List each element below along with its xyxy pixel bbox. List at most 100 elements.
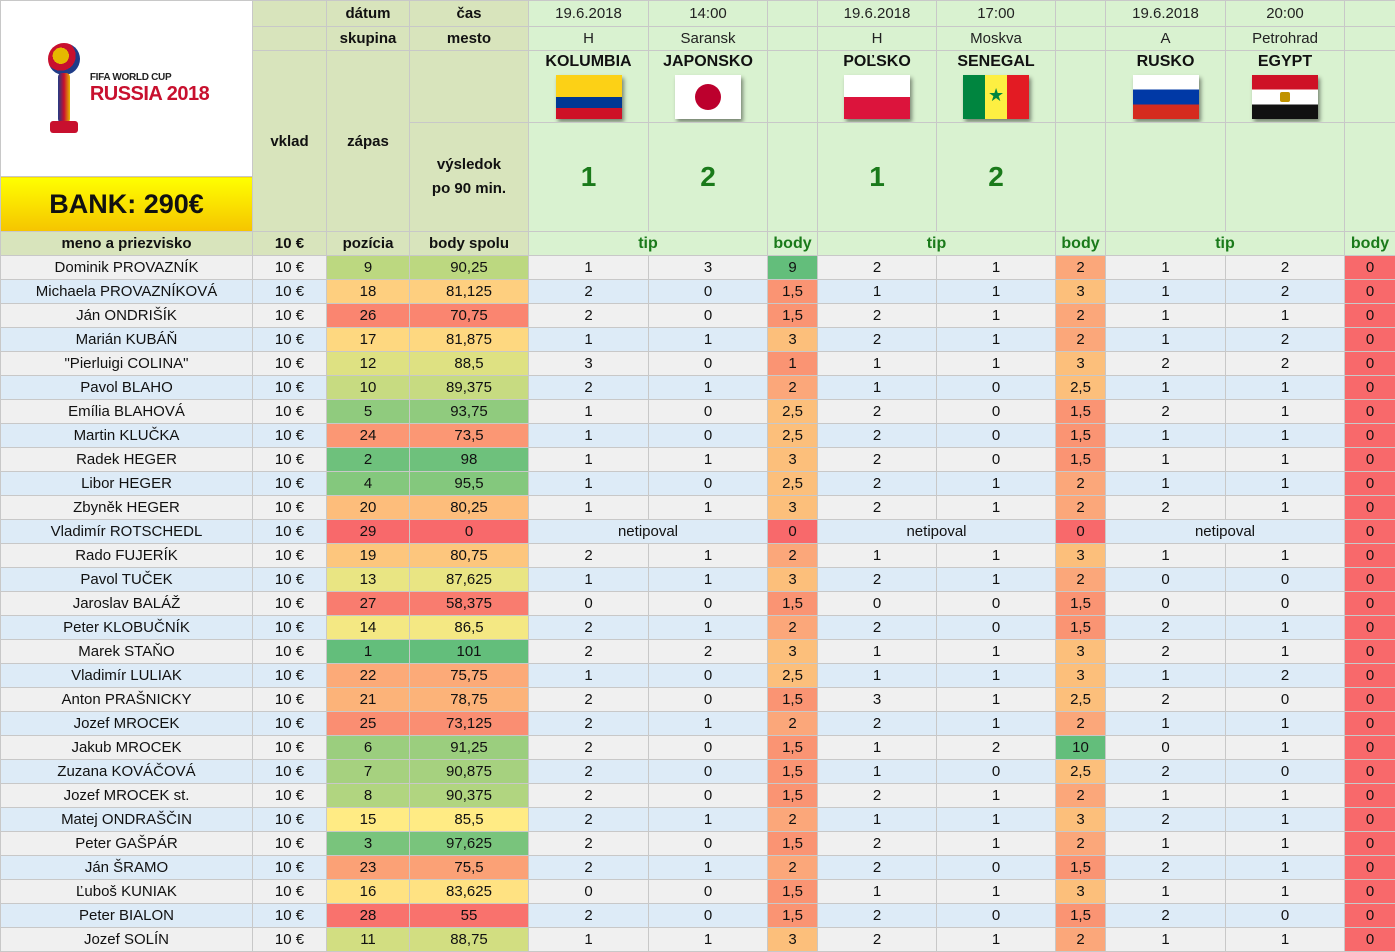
japan-flag-icon xyxy=(675,75,741,119)
tip-away: 1 xyxy=(1226,616,1345,640)
tip-away: 0 xyxy=(937,424,1056,448)
match3-home-score xyxy=(1106,123,1226,232)
match-points: 0 xyxy=(1345,400,1395,424)
world-cup-logo: FIFA WORLD CUP RUSSIA 2018 xyxy=(1,1,253,177)
poland-flag-icon xyxy=(844,75,910,119)
tip-home: 2 xyxy=(818,904,937,928)
match-points: 0 xyxy=(1345,904,1395,928)
match2-time: 17:00 xyxy=(937,1,1056,27)
match2-group: H xyxy=(818,27,937,51)
match1-home-team: KOLUMBIA xyxy=(529,51,649,123)
match-points: 0 xyxy=(1345,784,1395,808)
match-points: 0 xyxy=(1345,568,1395,592)
tip-away: 1 xyxy=(649,856,768,880)
match-points: 1,5 xyxy=(1056,424,1106,448)
tip-away: 1 xyxy=(1226,400,1345,424)
tip-away: 0 xyxy=(1226,592,1345,616)
tip-home: 2 xyxy=(529,736,649,760)
player-total: 83,625 xyxy=(410,880,529,904)
tip-home: 2 xyxy=(818,424,937,448)
tip-home: 2 xyxy=(818,304,937,328)
tip-away: 1 xyxy=(649,328,768,352)
match-points: 0 xyxy=(1345,472,1395,496)
tip-home: 2 xyxy=(818,616,937,640)
match-points: 1,5 xyxy=(768,736,818,760)
player-total: 88,75 xyxy=(410,928,529,952)
player-vklad: 10 € xyxy=(253,472,327,496)
match-points: 1,5 xyxy=(768,784,818,808)
match1-tip-header: tip xyxy=(529,232,768,256)
player-name: Ján ŠRAMO xyxy=(1,856,253,880)
player-name: Rado FUJERÍK xyxy=(1,544,253,568)
match-points: 0 xyxy=(1345,592,1395,616)
tip-home: 1 xyxy=(1106,712,1226,736)
player-total: 85,5 xyxy=(410,808,529,832)
player-total: 90,875 xyxy=(410,760,529,784)
match-points: 0 xyxy=(768,520,818,544)
tip-home: 1 xyxy=(529,400,649,424)
tip-away: 0 xyxy=(649,424,768,448)
tip-away: 1 xyxy=(937,688,1056,712)
player-position: 24 xyxy=(327,424,410,448)
match-points: 0 xyxy=(1345,328,1395,352)
match3-away-team: EGYPT xyxy=(1226,51,1345,123)
player-total: 80,25 xyxy=(410,496,529,520)
tip-home: 2 xyxy=(1106,856,1226,880)
match-points: 3 xyxy=(768,448,818,472)
player-total: 80,75 xyxy=(410,544,529,568)
match-points: 0 xyxy=(1345,664,1395,688)
match-points: 3 xyxy=(1056,280,1106,304)
match-points: 2,5 xyxy=(768,664,818,688)
senegal-flag-icon xyxy=(963,75,1029,119)
player-vklad: 10 € xyxy=(253,928,327,952)
match-points: 3 xyxy=(1056,664,1106,688)
tip-away: 1 xyxy=(1226,640,1345,664)
tip-away: 0 xyxy=(649,880,768,904)
player-position: 14 xyxy=(327,616,410,640)
match1-time: 14:00 xyxy=(649,1,768,27)
tip-home: 1 xyxy=(1106,832,1226,856)
player-total: 70,75 xyxy=(410,304,529,328)
header-skupina: skupina xyxy=(327,27,410,51)
player-position: 8 xyxy=(327,784,410,808)
match-points: 0 xyxy=(1345,832,1395,856)
match2-body-header: body xyxy=(1056,232,1106,256)
header-datum: dátum xyxy=(327,1,410,27)
match-points: 2,5 xyxy=(1056,688,1106,712)
player-total: 98 xyxy=(410,448,529,472)
match-points: 0 xyxy=(1345,496,1395,520)
player-position: 25 xyxy=(327,712,410,736)
tip-away: 0 xyxy=(1226,904,1345,928)
player-vklad: 10 € xyxy=(253,328,327,352)
match1-group: H xyxy=(529,27,649,51)
player-total: 90,375 xyxy=(410,784,529,808)
tip-home: 2 xyxy=(1106,640,1226,664)
tip-away: 2 xyxy=(1226,352,1345,376)
player-vklad: 10 € xyxy=(253,496,327,520)
tip-away: 1 xyxy=(1226,472,1345,496)
tip-home: 1 xyxy=(1106,472,1226,496)
match3-time: 20:00 xyxy=(1226,1,1345,27)
player-vklad: 10 € xyxy=(253,400,327,424)
player-position: 12 xyxy=(327,352,410,376)
logo-line1: FIFA WORLD CUP xyxy=(90,72,209,83)
player-position: 23 xyxy=(327,856,410,880)
tip-home: 2 xyxy=(818,856,937,880)
match3-body-header: body xyxy=(1345,232,1395,256)
tip-home: 1 xyxy=(1106,424,1226,448)
match-points: 9 xyxy=(768,256,818,280)
player-name: Jaroslav BALÁŽ xyxy=(1,592,253,616)
tip-home: 2 xyxy=(529,808,649,832)
header-body-spolu: body spolu xyxy=(410,232,529,256)
tip-away: 1 xyxy=(649,808,768,832)
tip-home: 1 xyxy=(1106,280,1226,304)
player-vklad: 10 € xyxy=(253,352,327,376)
match-points: 3 xyxy=(1056,808,1106,832)
